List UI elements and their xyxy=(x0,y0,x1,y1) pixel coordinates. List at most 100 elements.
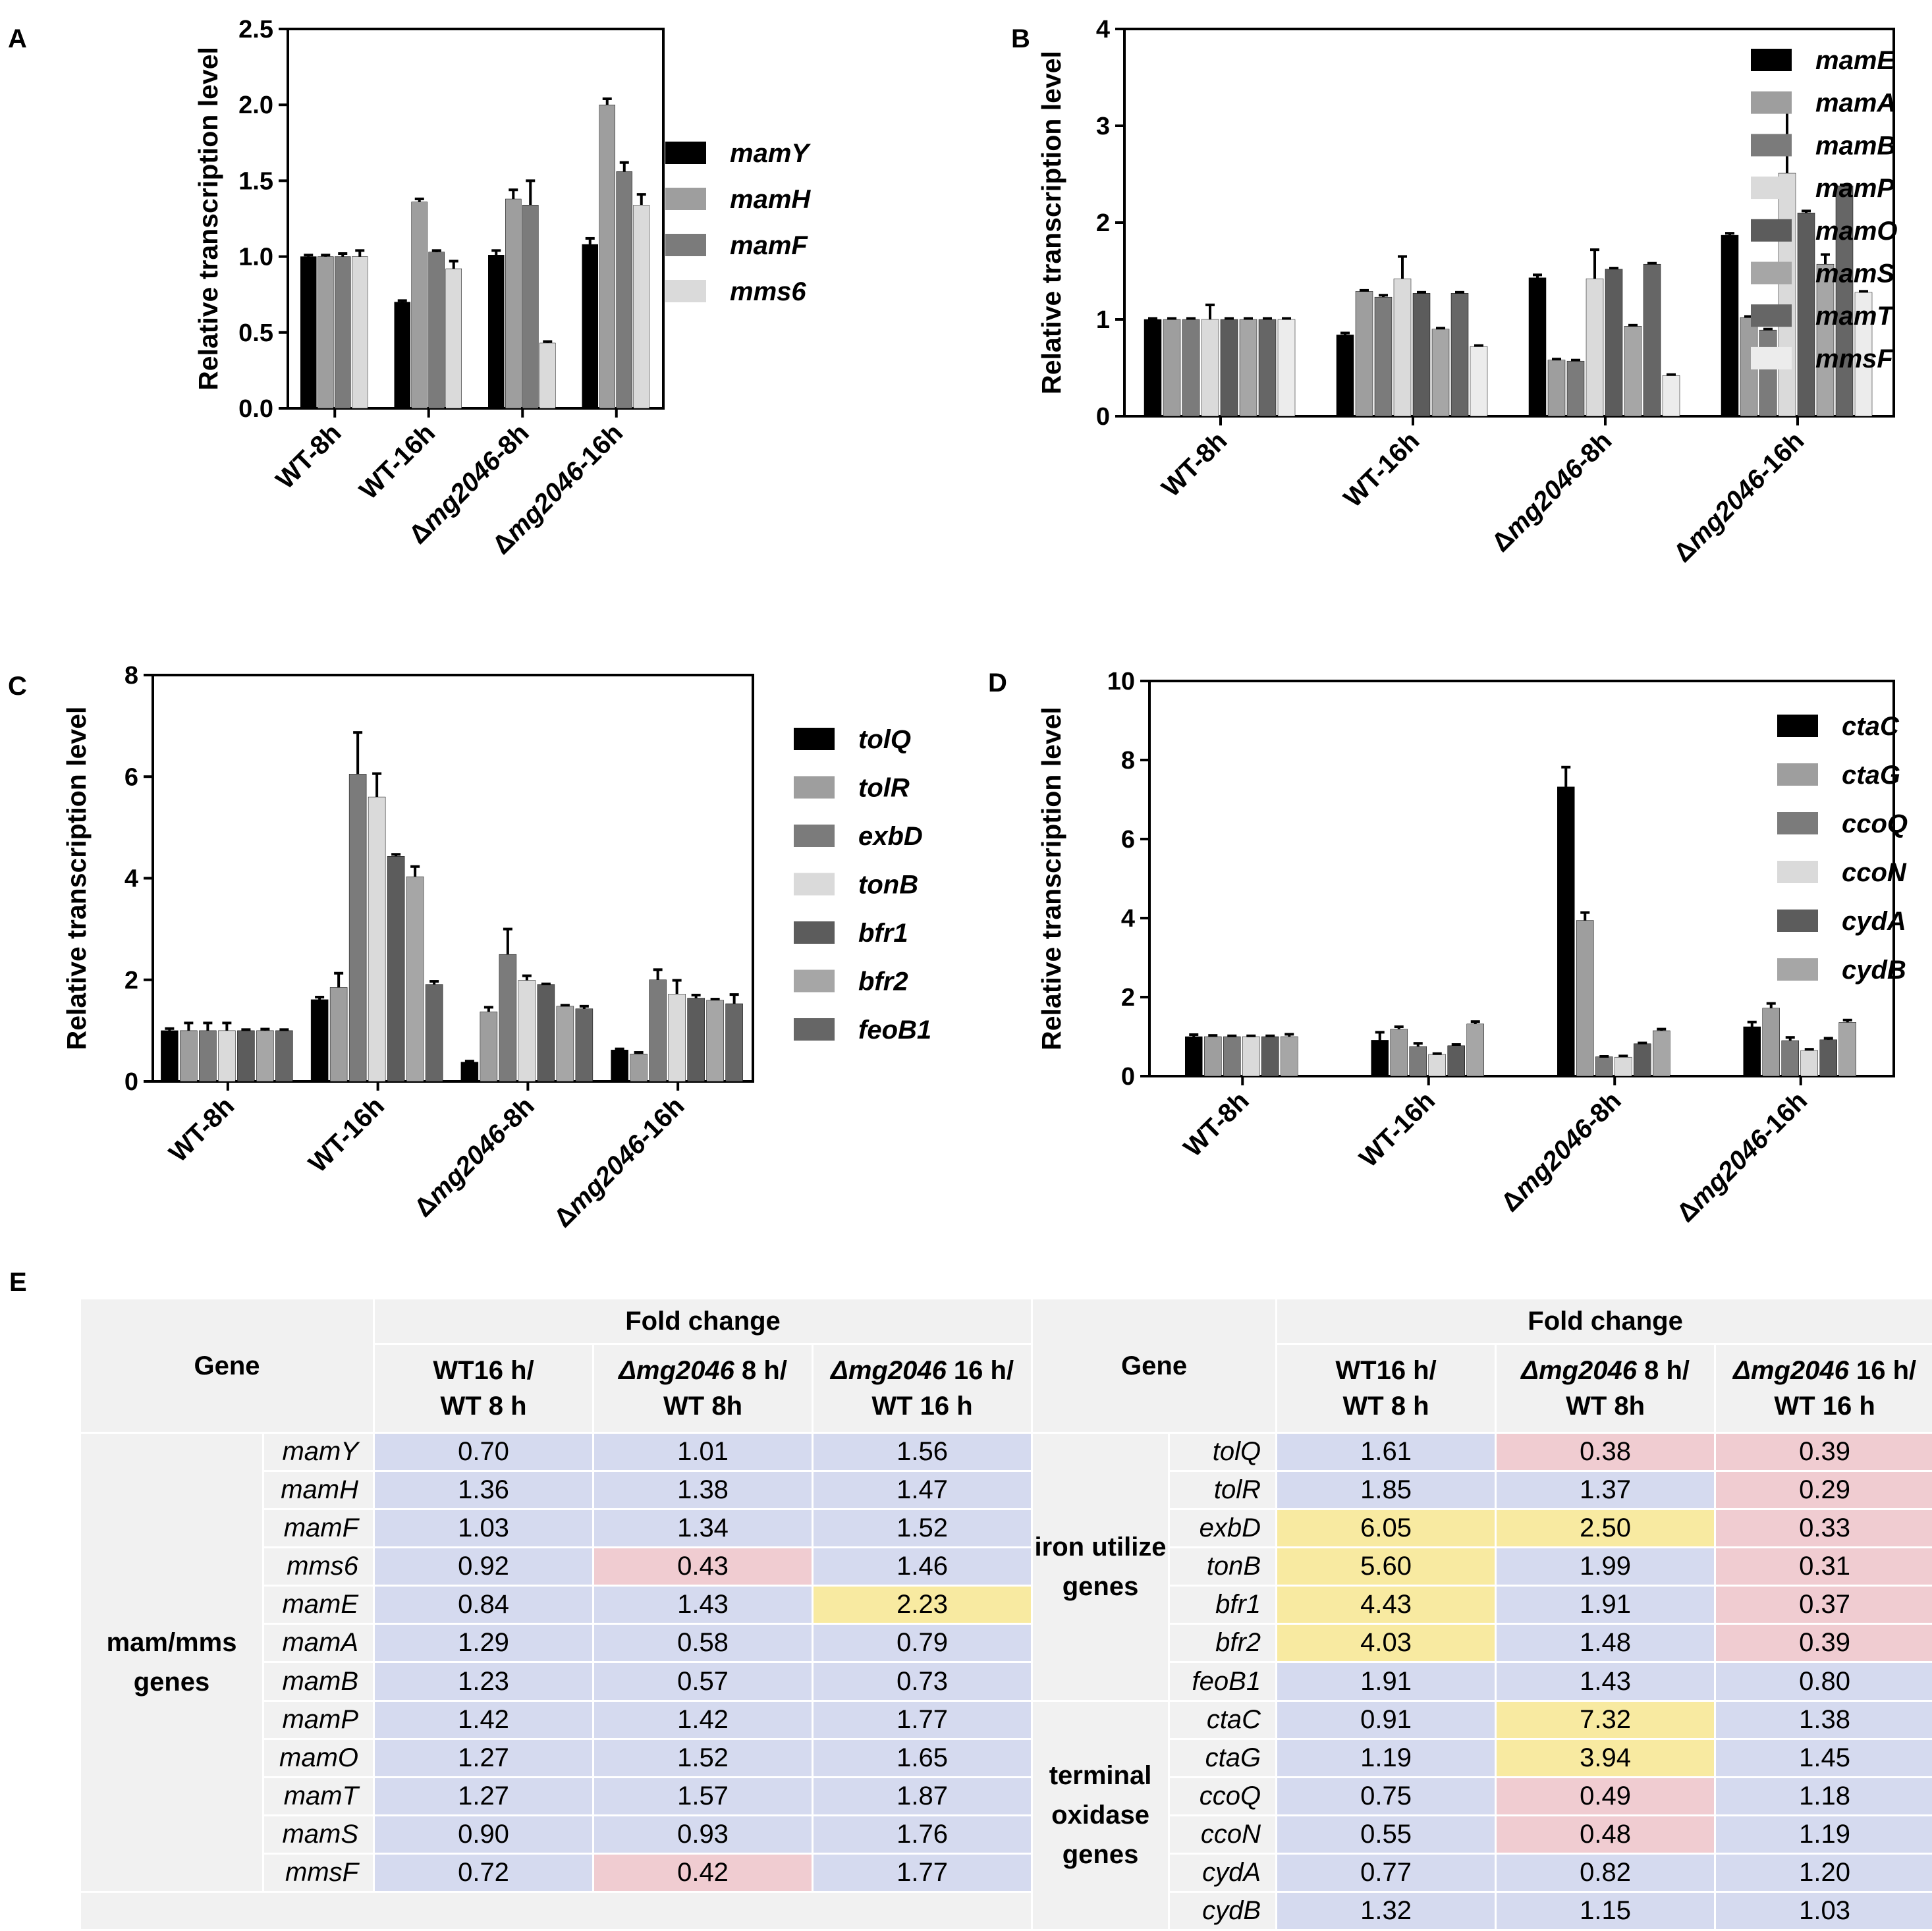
legend-swatch-bfr1 xyxy=(794,921,835,944)
gene-name: mamH xyxy=(264,1472,373,1509)
gene-name: mamP xyxy=(264,1701,373,1738)
bar-mamS xyxy=(1624,326,1642,417)
bar-ccoN xyxy=(1800,1050,1818,1077)
fold-change-value: 0.70 xyxy=(375,1434,593,1471)
fold-change-value: 0.57 xyxy=(594,1663,812,1700)
fold-change-value: 1.19 xyxy=(1716,1816,1932,1853)
fold-change-table: Gene Fold change Gene Fold change WT16 h/WT … xyxy=(79,1297,1932,1931)
fold-change-value: 0.93 xyxy=(594,1816,812,1853)
fold-change-value: 1.42 xyxy=(375,1701,593,1738)
y-tick-label: 2 xyxy=(1121,984,1135,1012)
chart-panel-d: D 0 2 4 6 8 10 Relative transcription level WT-8… xyxy=(988,668,1908,1228)
y-tick-label: 2.0 xyxy=(238,92,273,119)
bar-mamB xyxy=(1566,360,1585,417)
fold-change-value: 1.03 xyxy=(375,1510,593,1547)
table-row: mamA 1.29 0.58 0.79 bfr2 4.03 1.48 0.39 xyxy=(81,1625,1932,1662)
fold-change-value: 1.77 xyxy=(814,1854,1032,1891)
column-header: WT16 h/WT 8 h xyxy=(1277,1345,1495,1432)
legend-swatch-mamE xyxy=(1751,49,1792,71)
bar-mamA xyxy=(1547,360,1566,417)
gene-name: mamE xyxy=(264,1587,373,1623)
gene-name: feoB1 xyxy=(1170,1663,1276,1700)
bar-cydB xyxy=(1281,1036,1298,1077)
bar-exbD xyxy=(499,954,517,1082)
bar-exbD xyxy=(348,774,367,1082)
table-row: mamF 1.03 1.34 1.52 exbD 6.05 2.50 0.33 xyxy=(81,1510,1932,1547)
fold-change-value: 0.72 xyxy=(375,1854,593,1891)
gene-name: ccoQ xyxy=(1170,1778,1276,1814)
y-tick-label: 4 xyxy=(124,865,138,893)
gene-name: ctaG xyxy=(1170,1739,1276,1776)
y-tick-label: 10 xyxy=(1107,668,1135,695)
bar-mamF xyxy=(428,252,445,409)
x-tick-label: Δmg2046-8h xyxy=(409,1091,540,1222)
bar-mmsF xyxy=(1470,346,1488,417)
fold-change-value: 1.18 xyxy=(1716,1778,1932,1814)
bar-bfr1 xyxy=(387,856,405,1082)
gene-name: mms6 xyxy=(264,1548,373,1585)
fold-change-value: 1.01 xyxy=(594,1434,812,1471)
bar-bfr1 xyxy=(687,998,705,1082)
gene-name: tolQ xyxy=(1170,1434,1276,1471)
x-tick-label-part: mg2046 xyxy=(500,456,590,547)
bar-mms6 xyxy=(539,342,556,409)
legend-swatch-mamA xyxy=(1751,91,1792,114)
fold-change-value: 0.48 xyxy=(1497,1816,1715,1853)
fold-change-value: 1.19 xyxy=(1277,1739,1495,1776)
bar-ctaG xyxy=(1576,920,1594,1077)
bar-mamO xyxy=(1220,319,1238,417)
panel-letter: B xyxy=(1011,24,1030,53)
legend-swatch-cydA xyxy=(1777,910,1818,932)
gene-name: cydA xyxy=(1170,1854,1276,1891)
gene-name: mamT xyxy=(264,1778,373,1814)
fold-change-value: 1.36 xyxy=(375,1472,593,1509)
y-tick-label: 2 xyxy=(124,967,138,994)
bar-tonB xyxy=(518,980,536,1082)
fold-change-value: 4.43 xyxy=(1277,1587,1495,1623)
bar-mmsF xyxy=(1854,292,1873,417)
gene-name: tonB xyxy=(1170,1548,1276,1585)
bar-mamE xyxy=(1336,335,1354,417)
col-header-italic: Δmg2046 xyxy=(1521,1356,1637,1386)
x-tick-label: Δmg2046-16h xyxy=(1668,426,1809,568)
chart-panel-c: C 0 2 4 6 8 Relative transcription level WT-8h W… xyxy=(8,662,931,1233)
legend-swatch-mamO xyxy=(1751,219,1792,242)
fold-change-value: 1.37 xyxy=(1497,1472,1715,1509)
y-axis-label: Relative transcription level xyxy=(1036,707,1066,1050)
fold-change-value: 1.87 xyxy=(814,1778,1032,1814)
fold-change-value: 1.34 xyxy=(594,1510,812,1547)
gene-name: ctaC xyxy=(1170,1701,1276,1738)
fold-change-value: 0.79 xyxy=(814,1625,1032,1662)
gene-name: bfr1 xyxy=(1170,1587,1276,1623)
bar-mamY xyxy=(488,255,505,409)
bar-mamF xyxy=(616,171,632,409)
legend-swatch-ccoN xyxy=(1777,861,1818,883)
panel-letter: D xyxy=(988,668,1007,697)
fold-change-value: 1.61 xyxy=(1277,1434,1495,1471)
bar-mamS xyxy=(1239,319,1257,417)
gene-name: tolR xyxy=(1170,1472,1276,1509)
bar-mamH xyxy=(411,202,428,409)
legend-swatch-cydB xyxy=(1777,958,1818,981)
bar-mamO xyxy=(1605,269,1623,417)
plot-frame xyxy=(287,28,665,410)
gene-name: mamB xyxy=(264,1663,373,1700)
legend-swatch-ccoQ xyxy=(1777,812,1818,834)
fold-change-value: 2.23 xyxy=(814,1587,1032,1623)
x-tick-label: WT-16h xyxy=(1339,426,1425,513)
bar-mms6 xyxy=(352,256,368,409)
fold-change-value: 0.73 xyxy=(814,1663,1032,1700)
x-tick-label: WT-16h xyxy=(1354,1086,1441,1173)
fold-change-value: 1.52 xyxy=(814,1510,1032,1547)
bar-tolR xyxy=(630,1054,648,1082)
bar-mamS xyxy=(1816,263,1835,417)
legend-label-mamS: mamS xyxy=(1815,259,1894,288)
y-tick-label: 0.5 xyxy=(238,319,273,347)
legend-label-mamB: mamB xyxy=(1815,131,1896,160)
bar-mamF xyxy=(522,205,539,409)
bar-tolR xyxy=(180,1030,198,1082)
bar-ctaG xyxy=(1390,1029,1408,1077)
y-tick-label: 1 xyxy=(1096,306,1110,334)
legend-swatch-mamS xyxy=(1751,261,1792,285)
fold-change-value: 1.38 xyxy=(1716,1701,1932,1738)
